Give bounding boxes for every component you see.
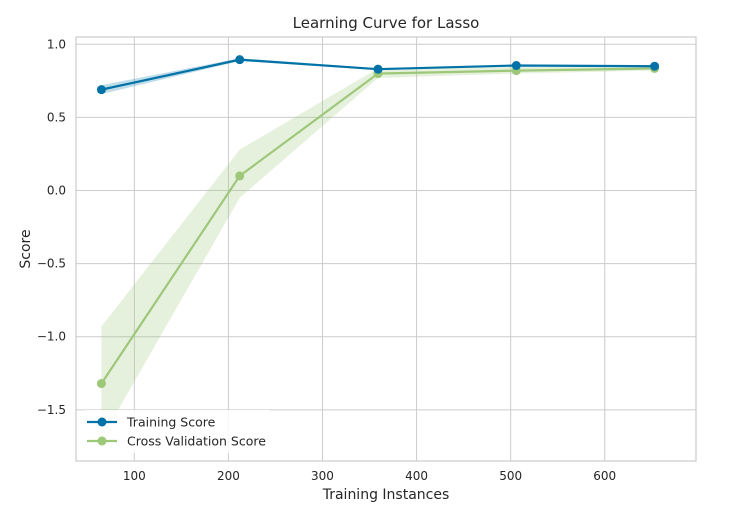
data-point xyxy=(235,55,245,65)
series-points xyxy=(96,55,660,389)
data-point xyxy=(235,171,245,181)
x-tick-label: 600 xyxy=(593,469,616,483)
data-point xyxy=(96,85,106,95)
x-tick-label: 100 xyxy=(123,469,146,483)
legend: Training Score Cross Validation Score xyxy=(82,410,272,453)
confidence-band xyxy=(101,65,655,440)
y-tick-label: −1.5 xyxy=(37,403,66,417)
y-tick-label: 0.5 xyxy=(47,110,66,124)
y-tick-label: 1.0 xyxy=(47,37,66,51)
y-ticks: 1.0 0.5 0.0 −0.5 −1.0 −1.5 xyxy=(37,37,66,417)
x-axis-label: Training Instances xyxy=(322,487,450,503)
x-ticks: 100 200 300 400 500 600 xyxy=(123,469,616,483)
legend-marker xyxy=(97,417,107,427)
x-tick-label: 200 xyxy=(217,469,240,483)
data-point xyxy=(650,61,660,71)
data-point xyxy=(373,64,383,74)
data-point xyxy=(511,61,521,71)
y-tick-label: −0.5 xyxy=(37,257,66,271)
y-tick-label: −1.0 xyxy=(37,330,66,344)
y-axis-label: Score xyxy=(18,229,34,268)
x-tick-label: 400 xyxy=(405,469,428,483)
chart-title: Learning Curve for Lasso xyxy=(293,14,480,32)
legend-label: Cross Validation Score xyxy=(127,434,266,449)
x-tick-label: 500 xyxy=(499,469,522,483)
confidence-bands xyxy=(101,58,655,440)
plot-background xyxy=(76,37,696,461)
legend-marker xyxy=(97,436,107,446)
x-tick-label: 300 xyxy=(311,469,334,483)
plot-frame xyxy=(75,36,697,462)
grid xyxy=(76,37,696,461)
legend-box xyxy=(82,410,272,453)
data-point xyxy=(96,379,106,389)
y-tick-label: 0.0 xyxy=(47,184,66,198)
legend-label: Training Score xyxy=(126,415,216,430)
